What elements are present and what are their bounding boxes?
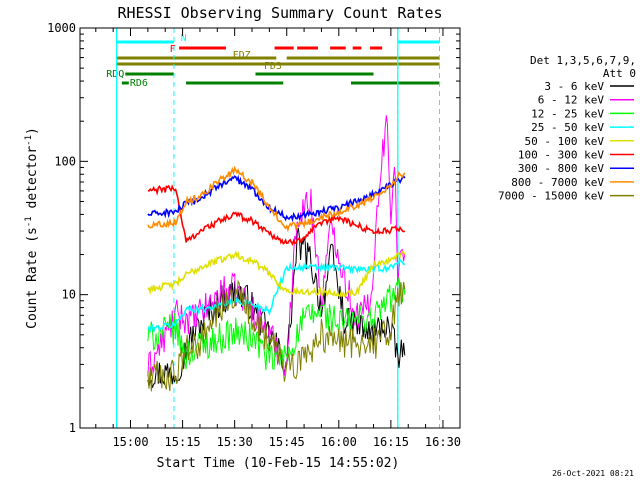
y-tick-label-3: 1000 xyxy=(47,21,76,35)
legend-header-line1: Det 1,3,5,6,7,9, xyxy=(530,54,636,67)
legend-label-6: 300 - 800 keV xyxy=(518,162,604,175)
chart-title: RHESSI Observing Summary Count Rates xyxy=(117,4,442,22)
legend-label-5: 100 - 300 keV xyxy=(518,149,604,162)
y-tick-label-1: 10 xyxy=(62,288,76,302)
series-line-0 xyxy=(147,227,406,388)
legend-label-7: 800 - 7000 keV xyxy=(511,176,604,189)
series-line-5 xyxy=(147,184,406,246)
y-axis-label: Count Rate (s-1 detector-1) xyxy=(24,127,40,329)
x-tick-label-3: 15:45 xyxy=(269,435,305,449)
series-line-3 xyxy=(147,258,406,333)
legend-label-4: 50 - 100 keV xyxy=(525,135,605,148)
flag-label-n: N xyxy=(181,33,187,44)
legend-label-0: 3 - 6 keV xyxy=(544,80,604,93)
flag-label-fdz: FDZ xyxy=(233,50,251,61)
x-tick-label-6: 16:30 xyxy=(425,435,461,449)
legend-label-8: 7000 - 15000 keV xyxy=(498,190,604,203)
series-lines xyxy=(147,115,406,392)
x-tick-label-4: 16:00 xyxy=(321,435,357,449)
series-line-4 xyxy=(147,250,406,298)
series-line-8 xyxy=(147,279,406,392)
x-axis-ticks: 15:00 15:15 15:30 15:45 16:00 16:15 16:30 xyxy=(95,28,461,449)
plot-frame xyxy=(79,27,461,429)
y-axis-ticks: 1 10 100 1000 xyxy=(47,21,460,435)
legend-header-line2: Att 0 xyxy=(603,67,636,80)
x-tick-label-5: 16:15 xyxy=(373,435,409,449)
series-line-2 xyxy=(147,277,406,371)
footer-date: 26-Oct-2021 08:21 xyxy=(552,469,634,478)
series-line-7 xyxy=(147,165,406,233)
x-tick-label-0: 15:00 xyxy=(112,435,148,449)
observing-flags: NF FDZ FD3 RDQ RD6 xyxy=(106,33,440,89)
legend-label-2: 12 - 25 keV xyxy=(531,107,604,120)
legend-label-1: 6 - 12 keV xyxy=(538,94,605,107)
flag-label-rdq: RDQ xyxy=(106,69,124,80)
x-tick-label-1: 15:15 xyxy=(165,435,201,449)
legend-label-3: 25 - 50 keV xyxy=(531,121,604,134)
flag-label-rd6: RD6 xyxy=(130,78,148,89)
y-tick-label-2: 100 xyxy=(54,154,76,168)
flag-label-f: F xyxy=(170,44,176,55)
x-axis-label: Start Time (10-Feb-15 14:55:02) xyxy=(157,456,400,471)
series-line-1 xyxy=(147,115,406,377)
y-tick-label-0: 1 xyxy=(69,421,76,435)
flag-label-fd3: FD3 xyxy=(264,61,282,72)
x-tick-label-2: 15:30 xyxy=(217,435,253,449)
